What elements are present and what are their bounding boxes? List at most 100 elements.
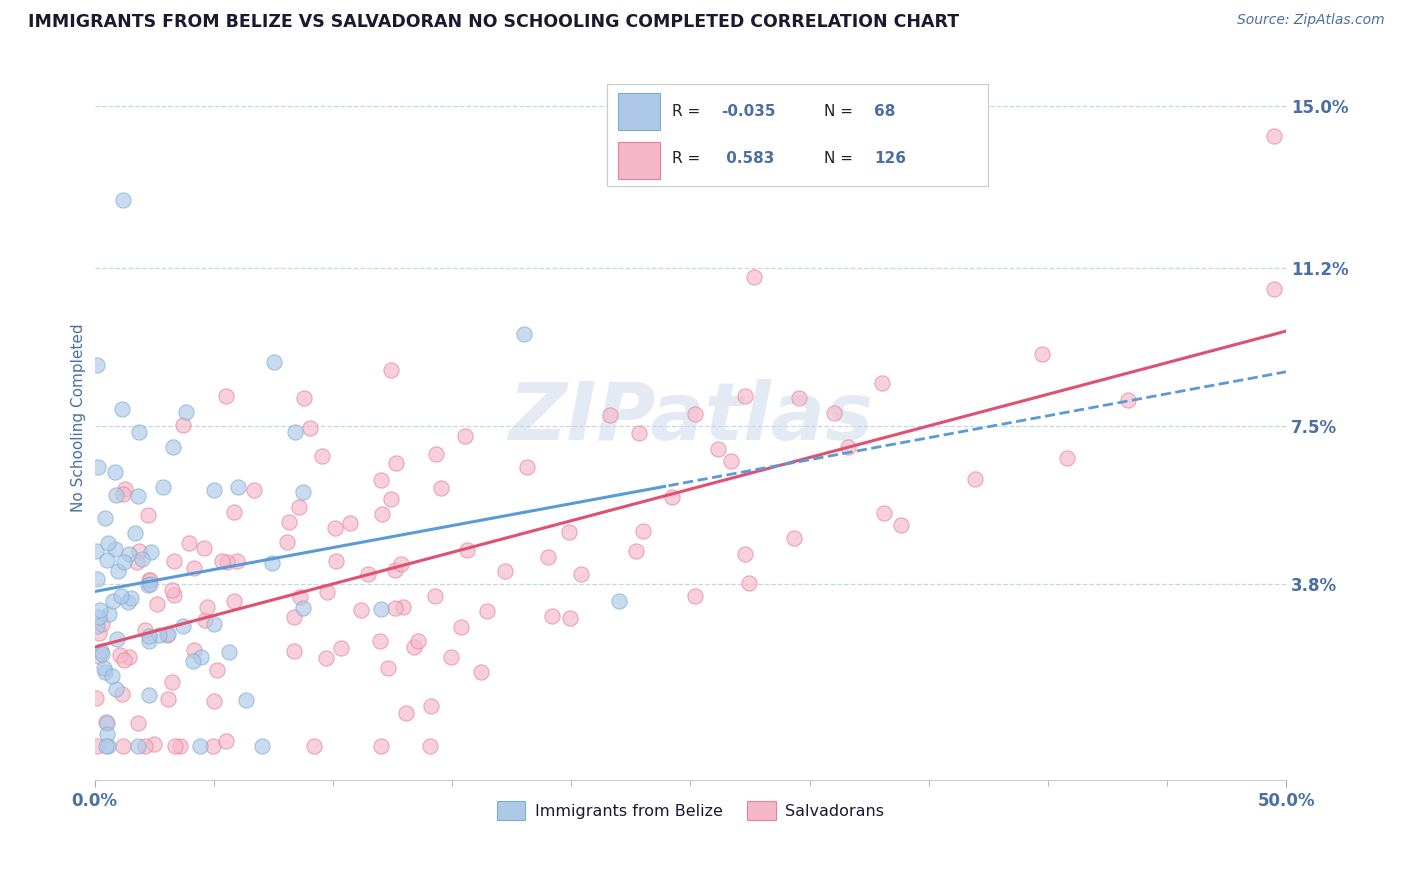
Point <box>661 490 683 504</box>
Point <box>260 557 283 571</box>
Point <box>105 681 128 696</box>
Point <box>103 593 125 607</box>
Point <box>173 619 195 633</box>
Point <box>292 391 315 405</box>
Point <box>392 600 415 615</box>
Point <box>558 611 581 625</box>
Point <box>138 688 160 702</box>
Point <box>86 572 108 586</box>
Point <box>557 525 579 540</box>
Point <box>425 447 447 461</box>
Point <box>325 554 347 568</box>
Point <box>139 545 162 559</box>
Point <box>108 648 131 662</box>
Point <box>1263 282 1285 296</box>
Point <box>101 668 124 682</box>
Point <box>169 739 191 753</box>
Point <box>110 589 132 603</box>
Point <box>512 327 534 342</box>
Text: ZIPatlas: ZIPatlas <box>508 378 873 457</box>
Point <box>134 623 156 637</box>
Point <box>475 604 498 618</box>
Point <box>890 517 912 532</box>
Point <box>138 573 160 587</box>
Point <box>111 739 134 753</box>
Point <box>97 607 120 621</box>
Point <box>734 389 756 403</box>
Point <box>215 390 238 404</box>
Point <box>91 647 114 661</box>
Point <box>152 480 174 494</box>
Point <box>356 567 378 582</box>
Point <box>138 629 160 643</box>
Point <box>607 594 630 608</box>
Point <box>105 632 128 646</box>
Point <box>96 716 118 731</box>
Point <box>408 634 430 648</box>
Point <box>193 541 215 555</box>
Text: IMMIGRANTS FROM BELIZE VS SALVADORAN NO SCHOOLING COMPLETED CORRELATION CHART: IMMIGRANTS FROM BELIZE VS SALVADORAN NO … <box>28 13 959 31</box>
Point <box>86 739 108 753</box>
Point <box>163 554 186 568</box>
Point <box>87 460 110 475</box>
Point <box>125 555 148 569</box>
Point <box>128 544 150 558</box>
Point <box>127 739 149 753</box>
Point <box>136 508 159 522</box>
Point <box>93 511 115 525</box>
Legend: Immigrants from Belize, Salvadorans: Immigrants from Belize, Salvadorans <box>491 795 890 826</box>
Point <box>380 491 402 506</box>
Point <box>370 739 392 753</box>
Point <box>292 485 315 500</box>
Point <box>87 609 110 624</box>
Point <box>134 739 156 753</box>
Point <box>734 547 756 561</box>
Point <box>263 355 285 369</box>
Point <box>1031 347 1053 361</box>
Point <box>288 500 311 515</box>
Point <box>138 634 160 648</box>
Point <box>111 193 134 207</box>
Point <box>127 489 149 503</box>
Point <box>569 567 592 582</box>
Point <box>315 651 337 665</box>
Point <box>177 536 200 550</box>
Text: Source: ZipAtlas.com: Source: ZipAtlas.com <box>1237 13 1385 28</box>
Point <box>738 576 761 591</box>
Point <box>201 739 224 753</box>
Point <box>243 483 266 497</box>
Point <box>683 407 706 421</box>
Y-axis label: No Schooling Completed: No Schooling Completed <box>72 323 86 512</box>
Point <box>183 561 205 575</box>
Point <box>226 480 249 494</box>
Point <box>395 706 418 720</box>
Point <box>174 404 197 418</box>
Point <box>120 591 142 605</box>
Point <box>450 619 472 633</box>
Point <box>194 613 217 627</box>
Point <box>204 483 226 497</box>
Point <box>142 738 165 752</box>
Point <box>127 716 149 731</box>
Point <box>215 555 238 569</box>
Point <box>283 610 305 624</box>
Point <box>163 588 186 602</box>
Point <box>1263 129 1285 144</box>
Point <box>1116 392 1139 407</box>
Point <box>1056 451 1078 466</box>
Point <box>323 521 346 535</box>
Point <box>104 465 127 479</box>
Point <box>114 482 136 496</box>
Point <box>494 564 516 578</box>
Point <box>783 531 806 545</box>
Point <box>787 392 810 406</box>
Point <box>226 554 249 568</box>
Point <box>311 449 333 463</box>
Point <box>425 589 447 603</box>
Point <box>87 649 110 664</box>
Point <box>599 408 621 422</box>
Point <box>218 645 240 659</box>
Point <box>516 459 538 474</box>
Point <box>157 692 180 706</box>
Point <box>89 603 111 617</box>
